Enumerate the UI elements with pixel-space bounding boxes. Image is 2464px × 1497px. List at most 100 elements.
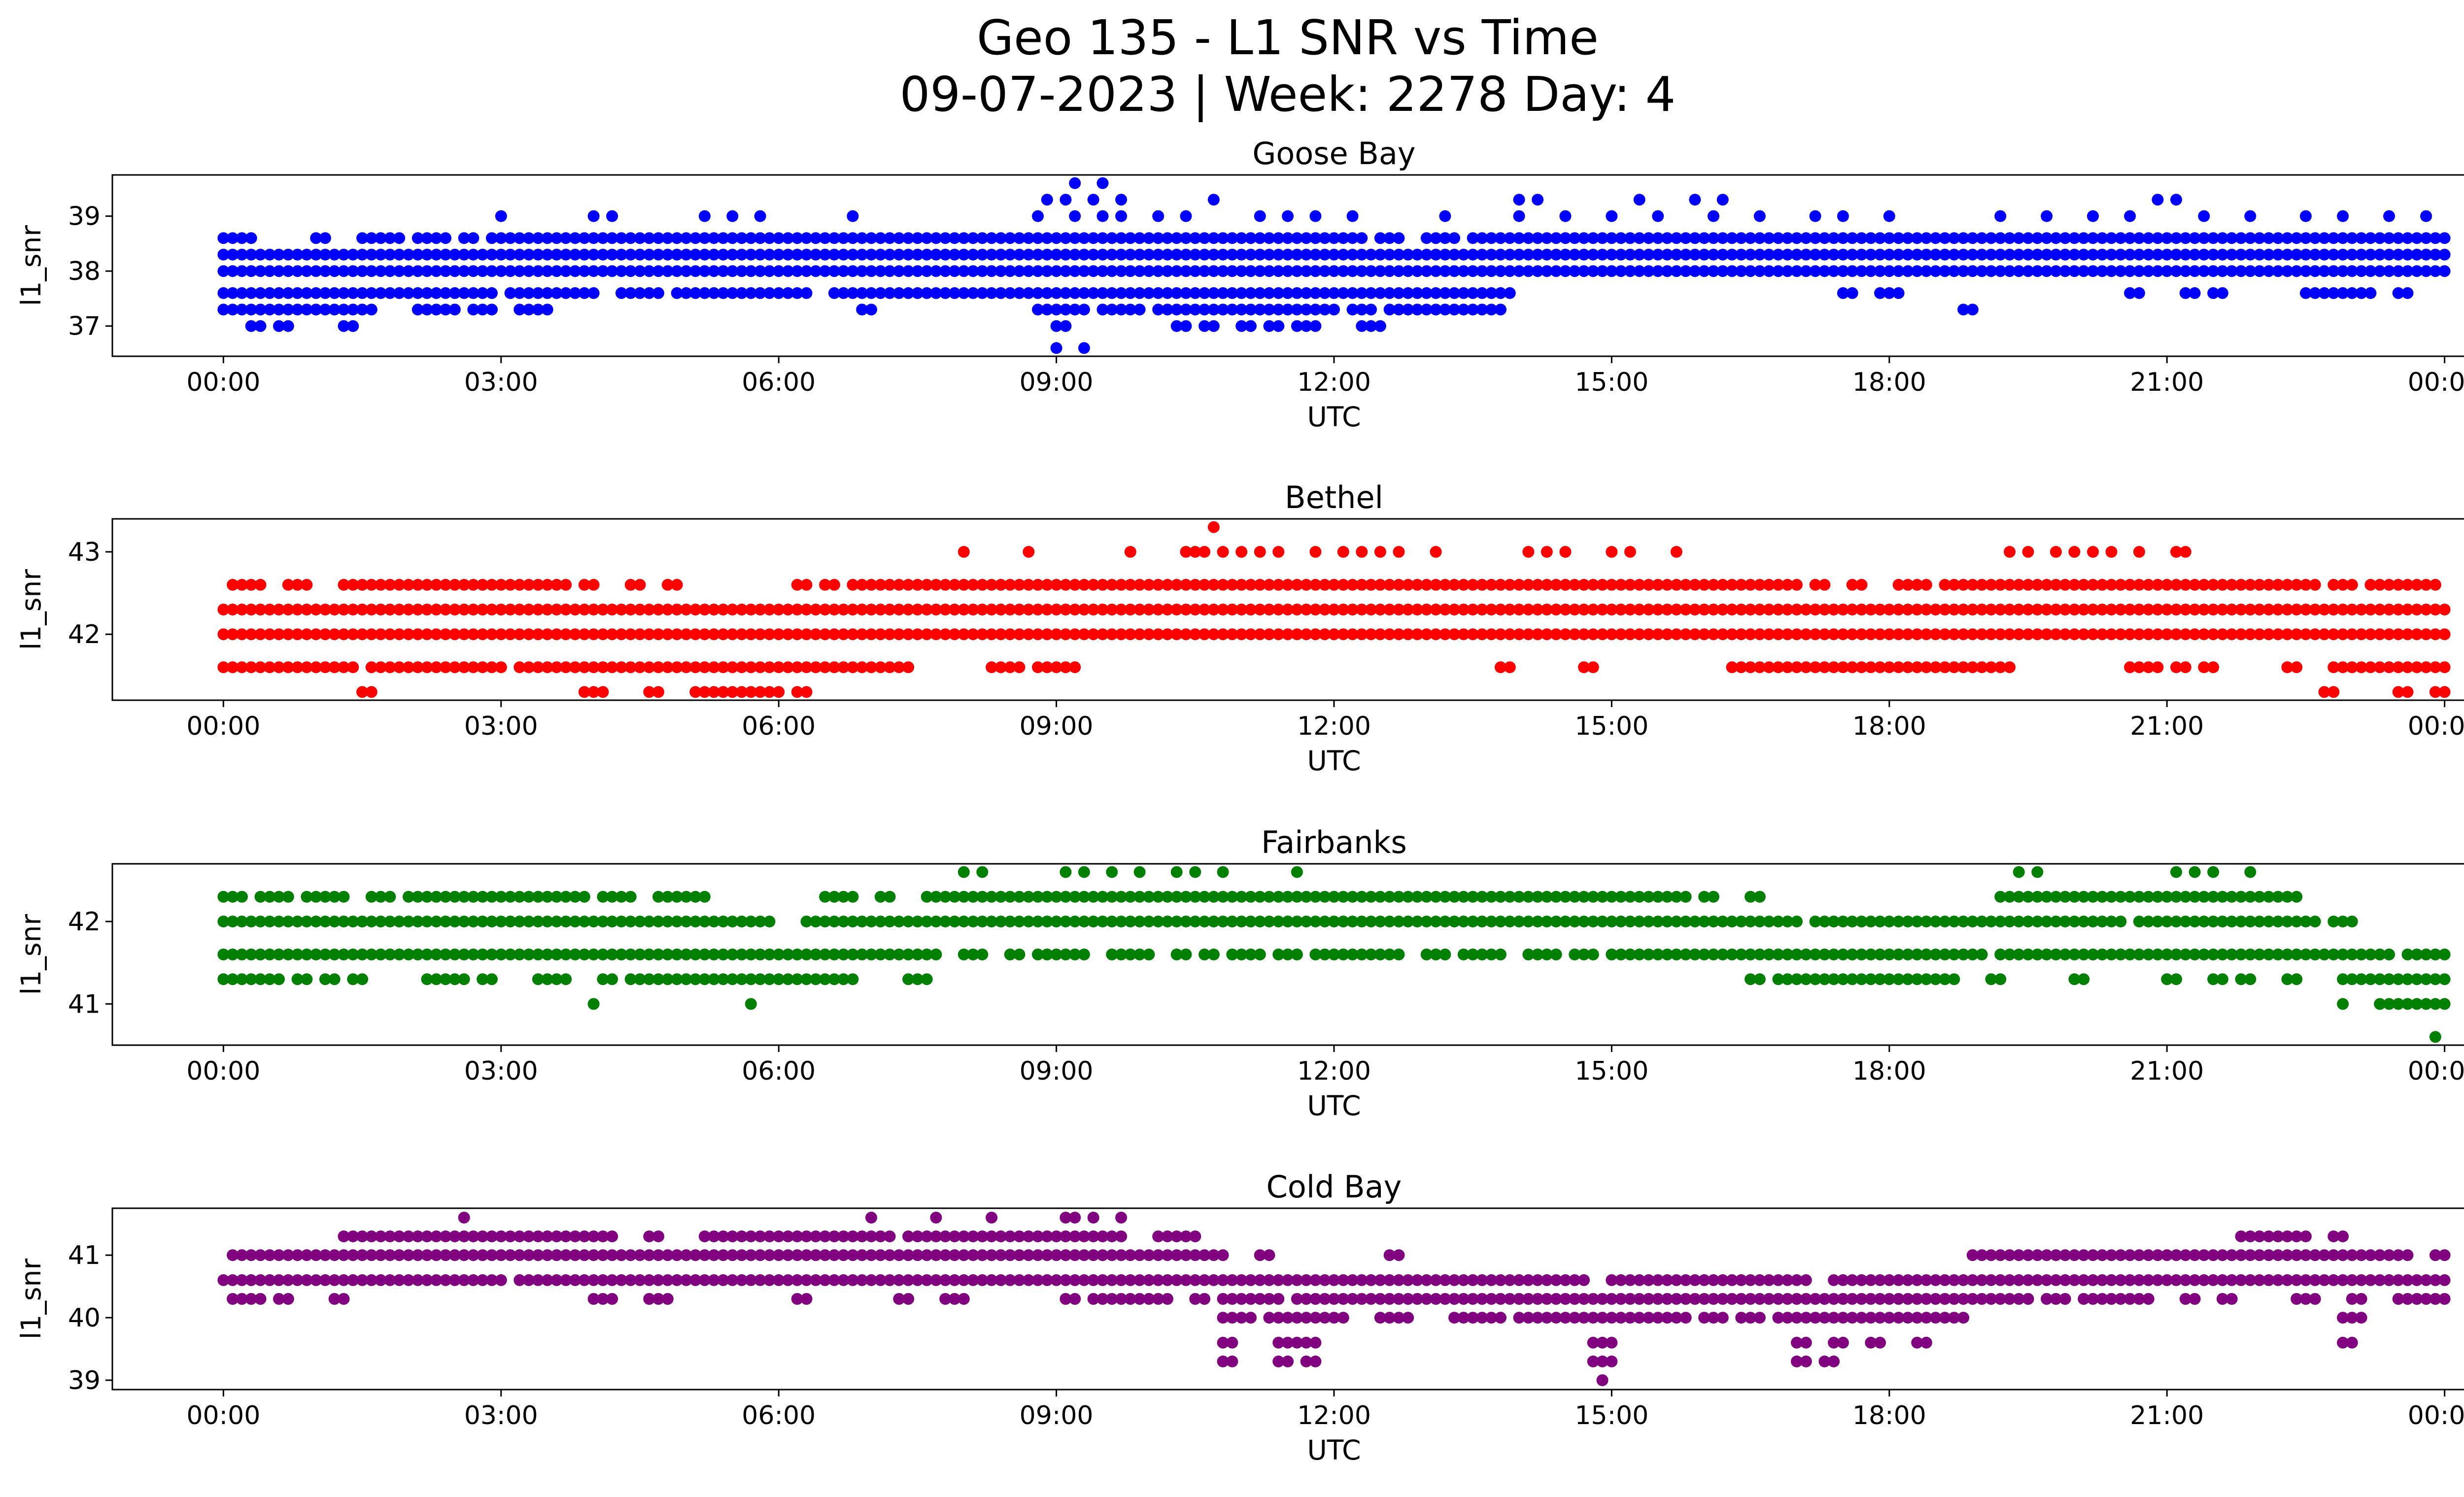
- data-point: [2392, 232, 2404, 244]
- data-point: [227, 604, 239, 615]
- data-point: [1402, 1274, 1414, 1286]
- data-point: [1133, 949, 1146, 960]
- data-point: [2170, 194, 2182, 206]
- data-point: [1865, 973, 1877, 986]
- data-point: [264, 1249, 276, 1261]
- data-point: [1069, 628, 1081, 641]
- data-point: [1948, 1312, 1960, 1324]
- data-point: [902, 232, 915, 244]
- data-point: [365, 232, 377, 244]
- data-point: [1226, 916, 1238, 928]
- data-point: [2087, 248, 2099, 261]
- data-point: [1245, 287, 1257, 299]
- data-point: [1069, 578, 1081, 591]
- data-point: [495, 1249, 507, 1261]
- data-point: [245, 916, 257, 928]
- data-point: [1282, 628, 1294, 641]
- data-point: [652, 973, 664, 986]
- data-point: [1559, 545, 1572, 558]
- data-point: [1957, 304, 1970, 316]
- data-point: [810, 232, 822, 244]
- data-point: [578, 1249, 590, 1261]
- data-point: [1207, 1274, 1220, 1286]
- data-point: [541, 604, 553, 615]
- data-point: [1522, 265, 1535, 277]
- data-point: [1430, 1293, 1442, 1305]
- data-point: [689, 604, 702, 615]
- data-point: [828, 628, 840, 641]
- data-point: [819, 916, 831, 928]
- data-point: [1263, 1274, 1275, 1286]
- data-point: [1115, 194, 1128, 206]
- data-point: [2031, 248, 2044, 261]
- data-point: [291, 248, 304, 261]
- data-point: [1254, 232, 1266, 244]
- data-point: [606, 1274, 618, 1286]
- data-point: [698, 287, 711, 299]
- data-point: [403, 661, 414, 674]
- data-point: [1920, 916, 1932, 928]
- data-point: [217, 890, 230, 903]
- data-point: [2207, 628, 2220, 641]
- data-point: [874, 1249, 887, 1261]
- data-point: [254, 304, 267, 316]
- data-point: [1837, 1293, 1849, 1305]
- data-point: [1300, 304, 1312, 316]
- data-point: [1300, 248, 1312, 261]
- data-point: [1272, 1355, 1285, 1367]
- data-point: [587, 578, 600, 591]
- data-point: [2374, 1274, 2386, 1286]
- data-point: [1143, 1293, 1155, 1305]
- data-point: [1633, 578, 1645, 591]
- data-point: [1708, 1274, 1719, 1286]
- data-point: [2346, 1336, 2358, 1349]
- data-point: [2438, 949, 2451, 960]
- data-point: [958, 866, 970, 878]
- y-axis-label-bethel: l1_snr: [15, 569, 47, 650]
- data-point: [421, 628, 433, 641]
- data-point: [1818, 578, 1831, 591]
- data-point: [1615, 1293, 1627, 1305]
- x-tick-label: 00:00: [186, 712, 260, 741]
- data-point: [791, 248, 803, 261]
- data-point: [865, 661, 877, 674]
- data-point: [2401, 287, 2414, 299]
- data-point: [587, 210, 600, 222]
- x-tick-label: 00:00: [186, 1056, 260, 1086]
- data-point: [2198, 1249, 2210, 1261]
- data-point: [1309, 265, 1322, 277]
- data-point: [1198, 628, 1211, 641]
- data-point: [856, 578, 868, 591]
- data-point: [2004, 578, 2016, 591]
- data-point: [1013, 232, 1026, 244]
- data-point: [1559, 265, 1572, 277]
- data-point: [2438, 973, 2451, 986]
- data-point: [2438, 661, 2451, 674]
- data-point: [2142, 232, 2155, 244]
- data-point: [1735, 578, 1747, 591]
- data-point: [2022, 232, 2034, 244]
- data-point: [837, 949, 850, 960]
- x-tick-label: 03:00: [464, 1056, 538, 1086]
- data-point: [939, 248, 952, 261]
- data-point: [1818, 949, 1831, 960]
- data-point: [282, 604, 294, 615]
- data-point: [791, 1274, 803, 1286]
- data-point: [440, 1249, 452, 1261]
- data-point: [1263, 265, 1275, 277]
- data-point: [411, 232, 424, 244]
- data-point: [282, 661, 294, 674]
- data-point: [1615, 1274, 1627, 1286]
- data-point: [1874, 1336, 1886, 1349]
- data-point: [1254, 604, 1266, 615]
- data-point: [1087, 248, 1099, 261]
- data-point: [800, 265, 813, 277]
- data-point: [2189, 1249, 2201, 1261]
- data-point: [1356, 949, 1368, 960]
- data-point: [2161, 949, 2173, 960]
- data-point: [597, 265, 609, 277]
- data-point: [1495, 916, 1506, 928]
- data-point: [2355, 1293, 2367, 1305]
- data-point: [393, 265, 406, 277]
- data-point: [2142, 628, 2155, 641]
